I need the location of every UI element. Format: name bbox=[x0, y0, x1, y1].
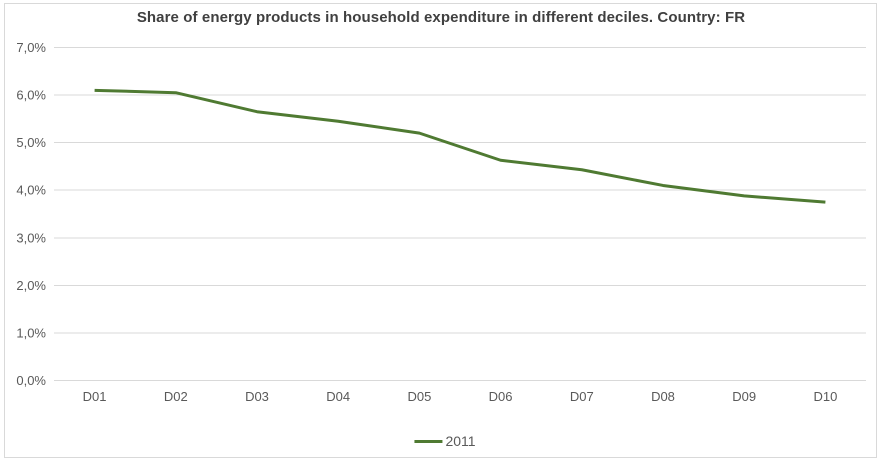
y-tick-label: 7,0% bbox=[16, 40, 46, 55]
y-tick-label: 5,0% bbox=[16, 135, 46, 150]
y-tick-label: 3,0% bbox=[16, 230, 46, 245]
y-tick-label: 1,0% bbox=[16, 325, 46, 340]
x-axis-label: D04 bbox=[326, 389, 350, 404]
x-axis-label: D03 bbox=[245, 389, 269, 404]
y-tick-label: 2,0% bbox=[16, 278, 46, 293]
legend: 2011 bbox=[414, 433, 476, 449]
chart-title: Share of energy products in household ex… bbox=[136, 9, 746, 26]
series-line-2011 bbox=[94, 88, 826, 204]
y-tick-label: 6,0% bbox=[16, 88, 46, 103]
legend-series-label: 2011 bbox=[445, 433, 476, 449]
legend-line-swatch bbox=[414, 439, 443, 443]
x-axis-label: D01 bbox=[83, 389, 107, 404]
x-axis-label: D07 bbox=[570, 389, 594, 404]
x-axis-label: D10 bbox=[813, 389, 837, 404]
x-axis-label: D08 bbox=[651, 389, 675, 404]
x-axis-label: D09 bbox=[732, 389, 756, 404]
x-axis-label: D02 bbox=[164, 389, 188, 404]
x-axis-label: D06 bbox=[489, 389, 513, 404]
y-tick-label: 0,0% bbox=[16, 373, 46, 388]
x-axis-label: D05 bbox=[407, 389, 431, 404]
y-tick-label: 4,0% bbox=[16, 183, 46, 198]
